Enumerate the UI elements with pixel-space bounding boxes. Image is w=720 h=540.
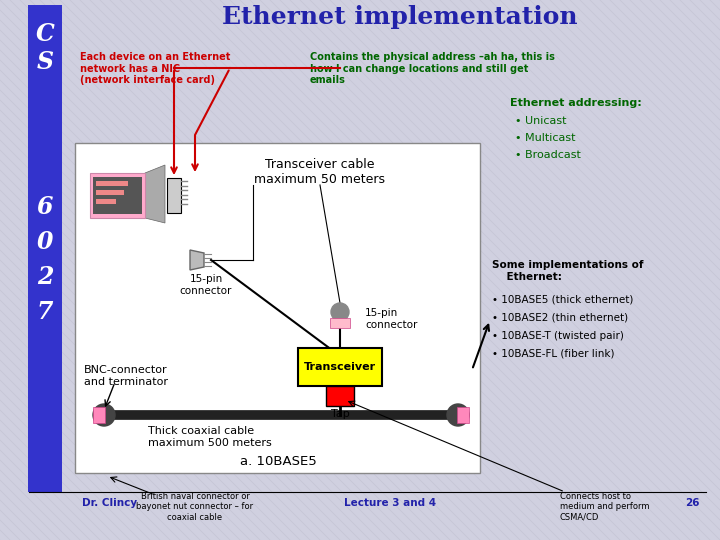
- Bar: [457, 407, 469, 423]
- Text: Ethernet addressing:: Ethernet addressing:: [510, 98, 642, 108]
- Text: Transceiver cable
maximum 50 meters: Transceiver cable maximum 50 meters: [254, 158, 385, 186]
- Text: 6: 6: [37, 195, 53, 219]
- Text: • 10BASE2 (thin ethernet): • 10BASE2 (thin ethernet): [492, 313, 628, 323]
- Text: C: C: [35, 22, 55, 46]
- Text: Each device on an Ethernet
network has a NIC
(network interface card): Each device on an Ethernet network has a…: [80, 52, 230, 85]
- Bar: [96, 190, 124, 195]
- Text: 2: 2: [37, 265, 53, 289]
- Text: Contains the physical address –ah ha, this is
how I can change locations and sti: Contains the physical address –ah ha, th…: [310, 52, 555, 85]
- Circle shape: [93, 404, 115, 426]
- Text: Tap: Tap: [330, 409, 349, 419]
- Text: • Broadcast: • Broadcast: [515, 150, 581, 160]
- Bar: [167, 178, 181, 213]
- Bar: [90, 173, 145, 218]
- Text: 15-pin
connector: 15-pin connector: [180, 274, 232, 295]
- Text: • 10BASE5 (thick ethernet): • 10BASE5 (thick ethernet): [492, 295, 634, 305]
- Text: • Multicast: • Multicast: [515, 133, 575, 143]
- Text: Thick coaxial cable
maximum 500 meters: Thick coaxial cable maximum 500 meters: [148, 426, 271, 448]
- Text: BNC-connector
and terminator: BNC-connector and terminator: [84, 365, 168, 387]
- Text: British naval connector or
bayonet nut connector – for
coaxial cable: British naval connector or bayonet nut c…: [136, 492, 253, 522]
- Text: S: S: [37, 50, 53, 74]
- Text: 15-pin
connector: 15-pin connector: [365, 308, 418, 329]
- Text: • Unicast: • Unicast: [515, 116, 567, 126]
- Text: • 10BASE-T (twisted pair): • 10BASE-T (twisted pair): [492, 331, 624, 341]
- Text: Transceiver: Transceiver: [304, 362, 376, 372]
- Text: • 10BASE-FL (fiber link): • 10BASE-FL (fiber link): [492, 349, 614, 359]
- Bar: [298, 348, 382, 386]
- Bar: [93, 177, 142, 214]
- Bar: [93, 407, 105, 423]
- Bar: [28, 5, 62, 492]
- Bar: [326, 386, 354, 406]
- Text: Lecture 3 and 4: Lecture 3 and 4: [344, 498, 436, 508]
- Text: 26: 26: [685, 498, 700, 508]
- Circle shape: [447, 404, 469, 426]
- Text: Ethernet implementation: Ethernet implementation: [222, 5, 578, 29]
- Polygon shape: [145, 165, 165, 223]
- Text: 0: 0: [37, 230, 53, 254]
- Bar: [330, 318, 350, 328]
- Text: Some implementations of
    Ethernet:: Some implementations of Ethernet:: [492, 260, 644, 281]
- Bar: [96, 199, 116, 204]
- Text: Connects host to
medium and perform
CSMA/CD: Connects host to medium and perform CSMA…: [560, 492, 649, 522]
- Polygon shape: [190, 250, 204, 270]
- Text: Dr. Clincy: Dr. Clincy: [82, 498, 137, 508]
- Circle shape: [331, 303, 349, 321]
- Bar: [75, 143, 480, 473]
- Bar: [96, 181, 128, 186]
- Text: 7: 7: [37, 300, 53, 324]
- Text: a. 10BASE5: a. 10BASE5: [240, 455, 316, 468]
